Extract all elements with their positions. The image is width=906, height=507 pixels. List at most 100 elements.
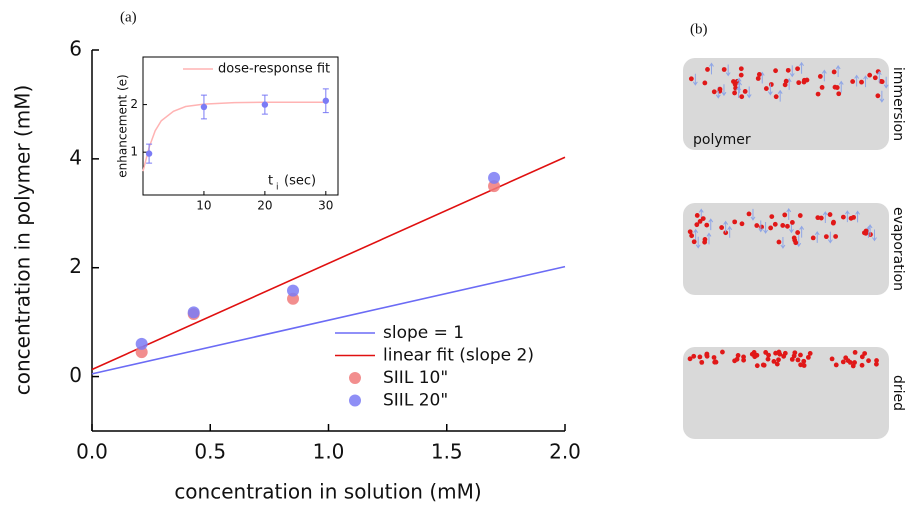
dye-molecule [723,230,729,236]
diffusion-arrow [727,225,733,238]
data-point [322,97,330,104]
x-tick-label: 30 [318,199,333,213]
diffusion-arrow [876,70,882,83]
dye-molecule [688,76,694,82]
dye-molecule [810,235,816,241]
dye-molecule [699,359,705,365]
diffusion-arrow [736,86,742,98]
diffusion-arrow [709,62,714,75]
dye-molecule [872,75,878,81]
dye-molecule [859,79,864,85]
stage-label: immersion [890,67,906,141]
y-tick-label: 6 [69,37,82,61]
dye-molecule [773,68,778,74]
data-point [287,284,300,297]
dye-molecule [879,79,885,85]
dye-molecule [741,357,747,363]
dye-molecule [746,211,752,217]
x-tick-label: 1.5 [431,440,463,464]
legend-label: slope = 1 [383,323,464,343]
diffusion-arrow [706,232,712,245]
diffusion-arrow [799,61,804,74]
dye-molecule [862,351,868,356]
dye-molecule [845,358,851,363]
dye-molecule [721,67,727,72]
fit-line [91,156,566,371]
dye-molecule [756,72,762,77]
dye-molecule [765,356,771,362]
diffusion-arrow [835,65,841,77]
dye-molecule [702,80,708,86]
stage-label: evaporation [890,207,906,291]
polymer-label: polymer [693,132,751,148]
dye-molecule [815,215,821,221]
dye-molecule [763,350,769,355]
x-axis-label-unit: (sec) [284,174,316,189]
dye-molecule [867,72,873,78]
dye-molecule [833,234,839,239]
dye-molecule [694,222,700,228]
diffusion-arrow [789,65,795,78]
legend-label: dose-response fit [218,62,330,77]
dye-molecule [848,215,854,221]
diffusion-arrow [863,75,868,88]
dye-molecule [772,221,778,227]
dye-molecule [704,222,710,228]
dye-molecule [687,356,693,362]
dye-molecule [827,212,833,217]
legend-label: SIIL 20" [383,391,448,411]
dye-molecule [763,86,769,91]
dye-molecule [697,354,703,360]
dye-molecule [875,93,881,99]
dye-molecule [734,356,740,362]
data-point [488,171,501,184]
dye-molecule [774,361,780,367]
x-tick-label: 20 [257,199,272,213]
dye-molecule [817,74,823,79]
diffusion-arrow [692,73,698,86]
error-point [145,143,153,164]
dye-molecule [768,82,774,87]
dye-molecule [739,94,745,100]
dye-molecule [705,67,710,72]
dye-molecule [776,357,781,363]
dye-molecule [852,350,858,355]
dye-molecule [783,78,789,84]
dye-molecule [719,225,725,230]
stage-label: dried [890,375,906,411]
dye-molecule [713,359,718,365]
x-tick-label: 2.0 [549,440,581,464]
diffusion-arrow [883,76,889,89]
dye-molecule [717,86,723,92]
panel-label: (a) [120,9,137,25]
dye-molecule [700,216,706,221]
x-tick-label: 0.0 [76,440,108,464]
dye-molecule [738,66,744,72]
data-point [145,150,153,157]
dye-molecule [782,212,788,218]
dye-molecule [754,363,760,369]
diffusion-arrow [777,89,783,102]
diffusion-arrow [814,230,820,243]
dye-molecule [738,72,744,78]
inset-frame [142,56,339,196]
x-tick-label: 1.0 [313,440,345,464]
dye-molecule [831,219,836,225]
polymer-box [683,347,889,439]
x-tick-label: 10 [196,199,211,213]
error-point [322,88,330,114]
diffusion-arrow [767,83,773,96]
diffusion-arrow [723,220,729,233]
diffusion-arrow [780,237,786,249]
diffusion-arrow [855,210,861,223]
diffusion-arrow [786,208,792,220]
diffusion-arrow [821,69,827,82]
dye-molecule [732,90,737,96]
dye-molecule [866,358,871,364]
panel-label: (b) [690,21,708,37]
dye-molecule [801,358,807,364]
dye-molecule [759,224,764,230]
data-point [187,306,200,319]
x-tick-label: 0.5 [194,440,226,464]
diffusion-arrow [827,231,833,244]
